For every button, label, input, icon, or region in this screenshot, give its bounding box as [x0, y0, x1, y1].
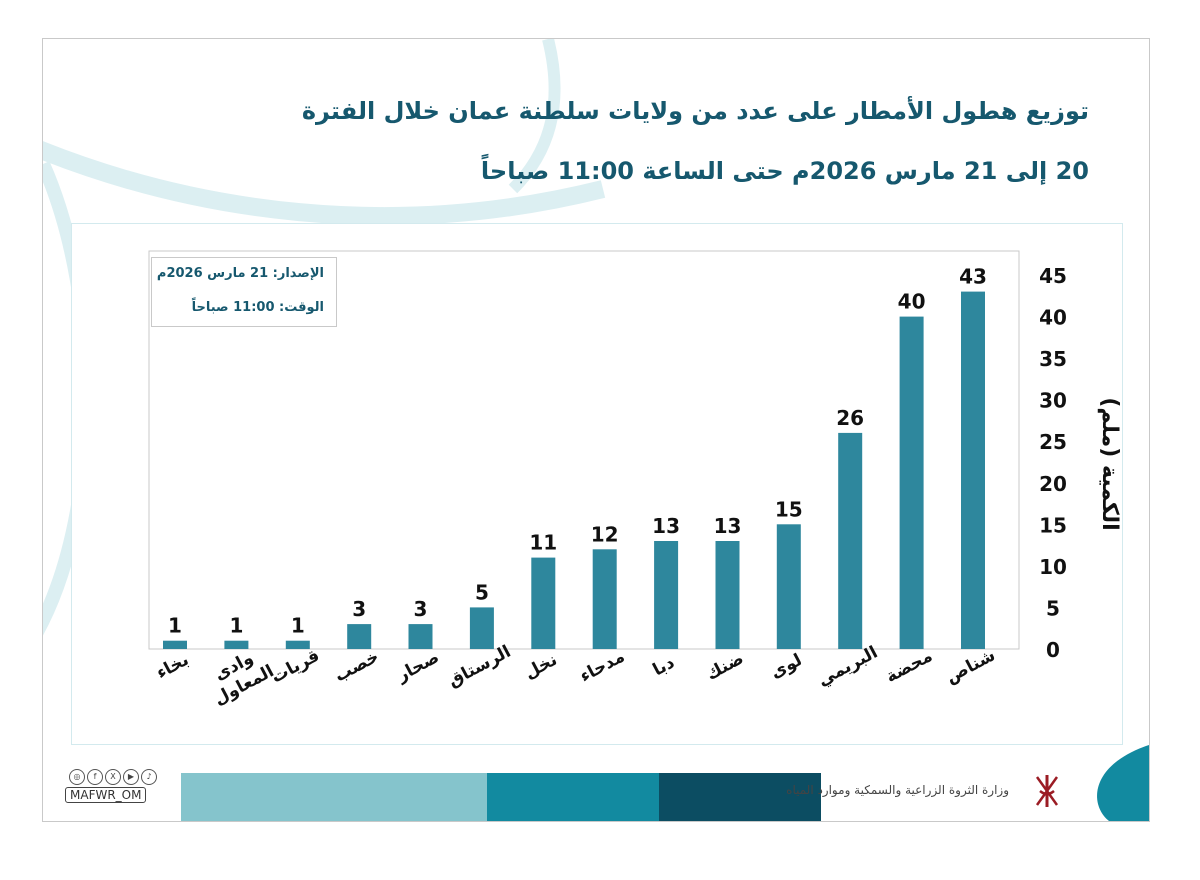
bar [961, 291, 985, 649]
data-label: 5 [475, 580, 489, 604]
y-tick-label: 45 [1039, 264, 1067, 288]
y-tick-label: 20 [1039, 472, 1067, 496]
facebook-icon[interactable]: f [87, 769, 103, 785]
category-label: قريات [268, 646, 323, 688]
category-label: لوى [767, 650, 805, 683]
data-label: 11 [529, 531, 557, 555]
bar [469, 607, 494, 649]
data-label: 12 [591, 522, 619, 546]
footer-bar-dark [659, 773, 821, 821]
data-label: 15 [775, 497, 803, 521]
data-label: 1 [229, 614, 243, 638]
data-label: 1 [168, 614, 182, 638]
ministry-name: وزارة الثروة الزراعية والسمكية وموارد ال… [786, 783, 1009, 797]
bar [899, 316, 924, 649]
data-label: 43 [959, 265, 987, 289]
category-label: صحار [393, 647, 443, 686]
chart-title-line-2: 20 إلى 21 مارس 2026م حتى الساعة 11:00 صب… [480, 157, 1089, 185]
y-tick-label: 15 [1039, 513, 1067, 537]
bar [163, 640, 187, 649]
bar [285, 640, 310, 649]
footer-bar-light [181, 773, 487, 821]
y-tick-label: 35 [1039, 347, 1067, 371]
youtube-icon[interactable]: ▶ [123, 769, 139, 785]
data-label: 40 [898, 290, 926, 314]
plot-area-frame [148, 250, 1020, 650]
bar [224, 640, 249, 649]
social-handle: MAFWR_OM [65, 787, 147, 803]
data-label: 3 [414, 597, 428, 621]
category-label: نخل [521, 650, 560, 684]
category-label: دبا [650, 653, 679, 681]
issue-info-box: الإصدار: 21 مارس 2026م الوقت: 11:00 صباح… [151, 257, 337, 327]
bar [654, 541, 679, 649]
bar [776, 524, 801, 649]
data-label: 3 [352, 597, 366, 621]
data-label: 13 [652, 514, 680, 538]
social-icons: ◎ f X ▶ ♪ [69, 769, 157, 787]
bar [838, 432, 863, 649]
y-tick-label: 25 [1039, 430, 1067, 454]
tiktok-icon[interactable]: ♪ [141, 769, 157, 785]
y-tick-label: 5 [1046, 596, 1060, 620]
category-label: شناص [943, 645, 999, 688]
y-axis-label: الكمية (ملم) [1097, 397, 1122, 530]
chart-title-line-1: توزيع هطول الأمطار على عدد من ولايات سلط… [301, 97, 1089, 125]
data-label: 1 [291, 614, 305, 638]
social-brand: ◎ f X ▶ ♪ MAFWR_OM [65, 769, 161, 809]
bar [408, 624, 433, 649]
x-icon[interactable]: X [105, 769, 121, 785]
bar [531, 557, 556, 649]
category-label: محضة [883, 646, 936, 687]
y-tick-label: 0 [1046, 638, 1060, 662]
footer-color-bars [181, 773, 821, 821]
category-label: البريمي [815, 643, 882, 691]
y-tick-label: 10 [1039, 555, 1067, 579]
category-label: خصب [331, 647, 382, 687]
category-label: ضنك [703, 649, 747, 685]
category-label: وادىالمعاول [201, 643, 278, 710]
footer-bar-medium [487, 773, 659, 821]
corner-decoration [1097, 745, 1149, 821]
y-tick-label: 30 [1039, 389, 1067, 413]
y-tick-label: 40 [1039, 306, 1067, 330]
infographic-card: توزيع هطول الأمطار على عدد من ولايات سلط… [42, 38, 1150, 822]
issue-date: الإصدار: 21 مارس 2026م [156, 266, 324, 281]
category-label: بخاء [153, 650, 192, 683]
data-label: 13 [714, 514, 742, 538]
bar [347, 624, 372, 649]
oman-emblem-icon [1035, 775, 1059, 807]
bar [715, 541, 740, 649]
instagram-icon[interactable]: ◎ [69, 769, 85, 785]
issue-time: الوقت: 11:00 صباحاً [191, 300, 324, 315]
data-label: 26 [836, 406, 864, 430]
category-label: مدحاء [577, 647, 628, 687]
bar [592, 549, 617, 649]
